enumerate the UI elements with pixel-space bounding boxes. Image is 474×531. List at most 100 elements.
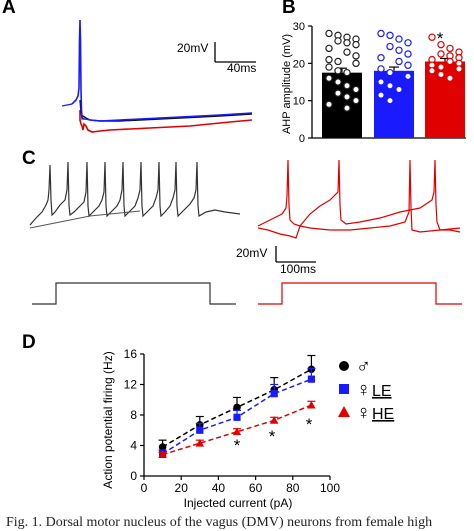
panel-d-ytick-label: 0 — [130, 469, 137, 483]
panel-b-point — [437, 50, 445, 58]
panel-d-letter: D — [22, 332, 36, 353]
panel-b-chart: AHP amplitude (mV) 0 10 20 30 * — [281, 21, 466, 145]
figure-caption: Fig. 1. Dorsal motor nucleus of the vagu… — [6, 515, 433, 530]
trace-c-black-2 — [29, 210, 141, 229]
panel-d-point — [270, 416, 279, 424]
panel-b-point — [343, 93, 351, 101]
panel-b-point — [325, 100, 333, 109]
panel-d-xlabel: Injected current (pA) — [184, 496, 293, 510]
trace-c-red-1 — [257, 159, 461, 233]
panel-b-point — [386, 68, 394, 77]
legend-marker — [338, 406, 350, 417]
panel-b-point — [377, 91, 385, 99]
stimulus-red — [258, 282, 462, 305]
panel-d-point — [195, 439, 204, 447]
panel-b-point — [325, 55, 333, 64]
panel-d-point — [233, 413, 241, 421]
panel-b-ytick-label: 30 — [293, 21, 305, 33]
panel-b-point — [334, 78, 342, 86]
panel-d-point — [232, 427, 242, 436]
panel-b-letter: B — [282, 0, 296, 18]
panel-d-xtick-label: 60 — [249, 481, 263, 495]
panel-b-point — [343, 68, 351, 77]
panel-d-star-70: * — [269, 427, 276, 446]
panel-d-series-line — [162, 404, 312, 456]
panel-b-point — [386, 82, 394, 90]
trace-c-red-2 — [257, 159, 461, 239]
panel-b-point — [352, 52, 360, 60]
panel-d-point — [158, 450, 167, 459]
panel-b-point — [404, 72, 412, 81]
panel-d-star-90: * — [306, 415, 313, 434]
panel-b-ylabel: AHP amplitude (mV) — [281, 34, 293, 134]
panel-b-point — [325, 74, 333, 82]
panel-b-point — [428, 67, 436, 75]
panel-b-point — [334, 57, 342, 66]
panel-d-xtick-label: 40 — [212, 481, 226, 495]
scale-bar-c: 20mV 100ms — [236, 246, 316, 276]
legend-label-suffix: HE — [372, 406, 394, 423]
panel-d-legend: ♂♀ LE♀ HE — [338, 356, 394, 424]
panel-b-point — [334, 37, 342, 45]
panel-c-letter: C — [22, 148, 36, 169]
panel-b-point — [386, 96, 394, 105]
trace-a-blue — [71, 19, 253, 122]
panel-b-point — [325, 29, 333, 38]
panel-b-ytick-label: 20 — [293, 58, 305, 70]
panel-d-ytick-label: 12 — [124, 378, 138, 392]
panel-b-point — [446, 44, 454, 53]
panel-b-point — [395, 35, 403, 43]
panel-b-point — [428, 33, 436, 41]
scale-a-voltage: 20mV — [177, 41, 208, 55]
panel-d-point — [307, 400, 316, 409]
panel-c-traces — [29, 159, 461, 239]
legend-marker — [339, 361, 349, 371]
scale-bar-a: 20mV 40ms — [177, 41, 256, 75]
panel-b-point — [395, 57, 403, 66]
panel-b-point — [377, 54, 385, 62]
panel-b-point — [343, 48, 351, 56]
panel-d-xtick-label: 100 — [320, 481, 340, 495]
trace-c-black-1 — [29, 161, 241, 226]
scale-a-time: 40ms — [227, 61, 256, 75]
panel-b-ytick-label: 0 — [299, 133, 305, 145]
panel-b-point — [352, 59, 360, 68]
panel-b-point — [343, 82, 351, 90]
panel-b-point — [386, 42, 394, 51]
panel-d-ylabel: Action potential firing (Hz) — [101, 351, 115, 488]
stimulus-black — [32, 282, 236, 305]
legend-label: ♀ — [356, 402, 371, 424]
panel-d-ytick-label: 4 — [130, 439, 137, 453]
panel-d-point — [233, 403, 241, 412]
panel-b-point — [334, 67, 342, 75]
panel-b-point — [386, 31, 394, 40]
panel-b-point — [437, 63, 445, 71]
panel-d-chart: Action potential firing (Hz) Injected cu… — [101, 347, 394, 510]
panel-d-point — [158, 443, 167, 451]
panel-d-xtick-label: 0 — [141, 481, 148, 495]
panel-b-point — [352, 85, 360, 94]
panel-b-point — [325, 63, 333, 71]
scale-c-voltage: 20mV — [236, 246, 267, 260]
panel-d-ytick-label: 16 — [124, 347, 138, 361]
panel-a-traces — [61, 19, 253, 133]
panel-b-point — [325, 44, 333, 53]
panel-b-point — [437, 70, 445, 79]
panel-a-letter: A — [2, 0, 16, 18]
panel-b-point — [352, 40, 360, 49]
panel-d-xtick-label: 20 — [175, 481, 189, 495]
panel-d-xtick-label: 80 — [286, 481, 300, 495]
panel-b-significance-star: * — [437, 29, 444, 48]
legend-marker — [339, 384, 349, 394]
panel-b-point — [446, 74, 454, 82]
stimulus-steps — [32, 282, 462, 305]
scale-c-time: 100ms — [280, 262, 316, 276]
panel-d-star-50: * — [234, 436, 241, 455]
legend-label: ♂ — [356, 356, 371, 378]
legend-label: ♀ — [356, 379, 371, 401]
panel-b-point — [404, 39, 412, 47]
panel-b-point — [377, 65, 385, 73]
panel-b-point — [334, 89, 342, 97]
panel-b-point — [404, 61, 412, 69]
